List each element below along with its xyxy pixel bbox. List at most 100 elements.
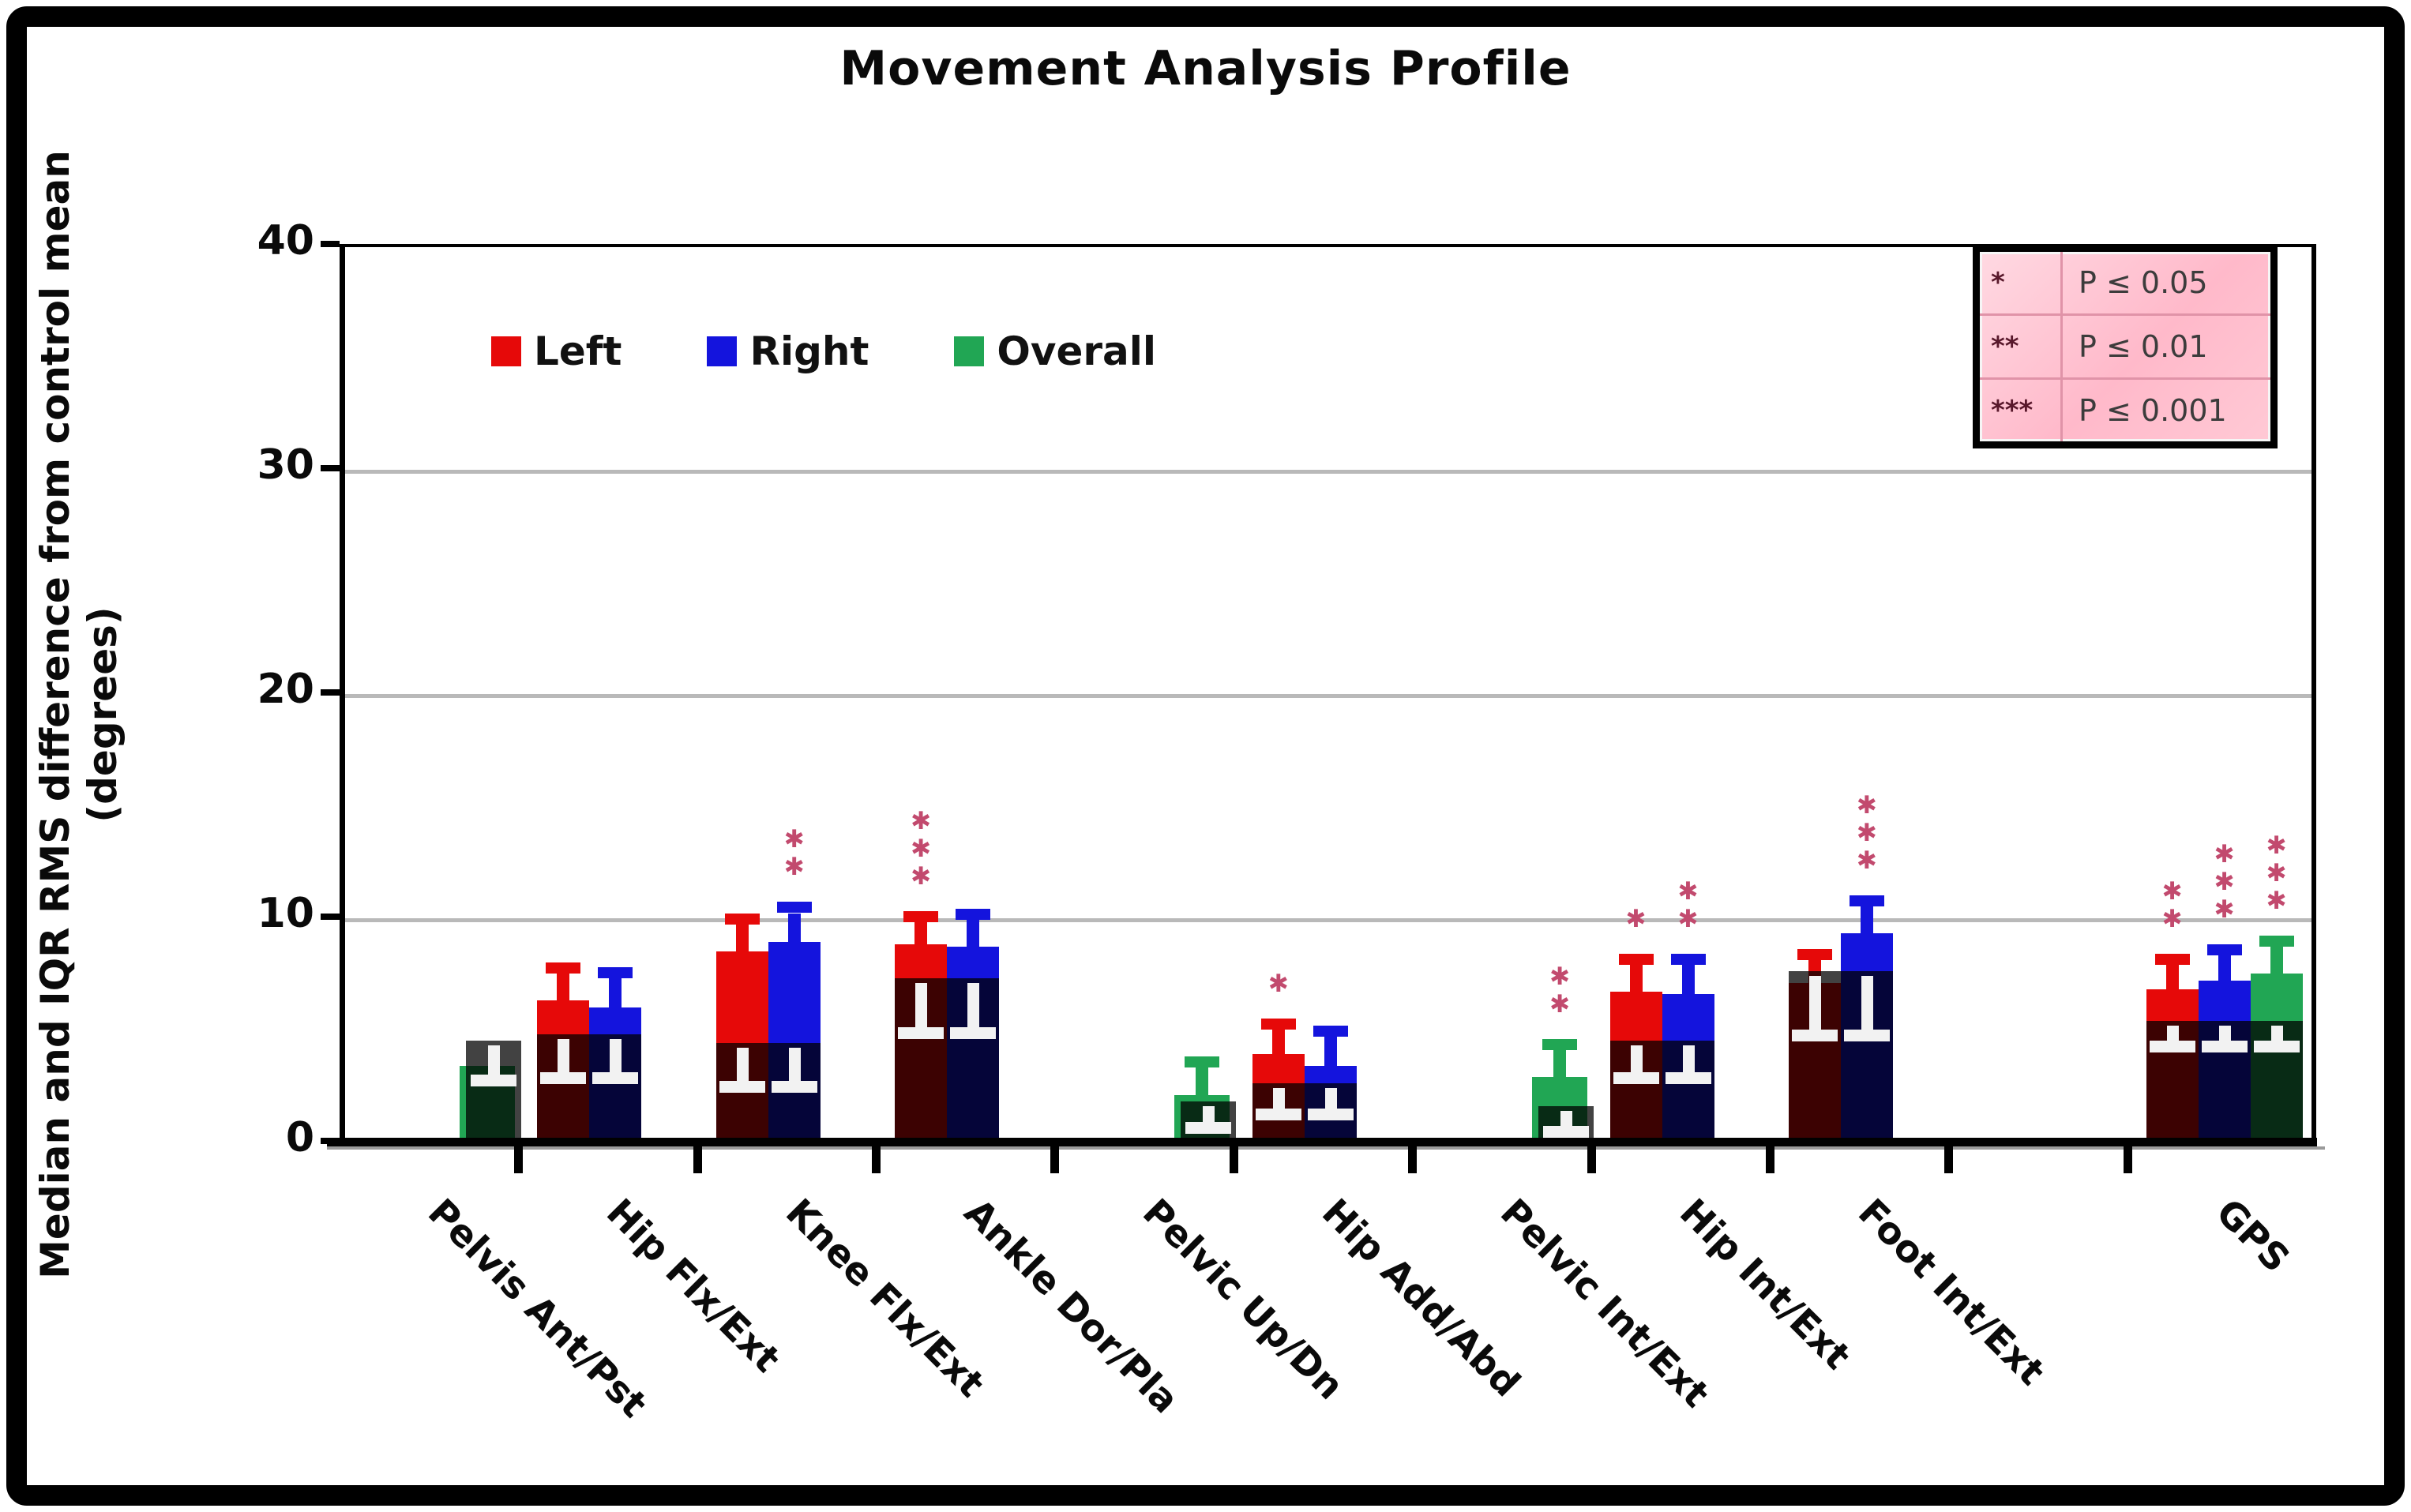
significance-stars: ✱: [1267, 970, 1289, 999]
x-boundary-tick: [693, 1146, 702, 1173]
sig-table-row: * P ≤ 0.05: [1980, 252, 2270, 316]
significance-star: ✱: [1267, 970, 1289, 999]
upper-iqr-whisker-stem: [735, 924, 749, 951]
upper-iqr-whisker-stem: [1681, 964, 1695, 994]
y-tick-mark: [321, 914, 340, 920]
significance-stars: ✱ ✱: [1549, 962, 1571, 1016]
x-boundary-tick: [514, 1146, 524, 1173]
legend-item: Right: [707, 328, 869, 374]
control-lower-iqr-whisker-cap: [719, 1081, 765, 1094]
sig-table-label: P ≤ 0.001: [2079, 393, 2227, 428]
legend-item: Left: [491, 328, 622, 374]
significance-star: ✱: [2266, 831, 2287, 861]
control-lower-iqr-whisker-cap: [1307, 1108, 1354, 1120]
control-lower-iqr-whisker-stem: [788, 1048, 801, 1082]
upper-iqr-whisker-stem: [1324, 1036, 1337, 1066]
significance-stars: ✱ ✱: [1678, 879, 1699, 931]
y-tick-label: 30: [257, 441, 314, 489]
control-lower-iqr-whisker-cap: [540, 1072, 587, 1085]
control-lower-iqr-whisker-stem: [1630, 1045, 1643, 1073]
control-lower-iqr-whisker-stem: [1560, 1110, 1573, 1127]
control-lower-iqr-whisker-cap: [1843, 1030, 1890, 1042]
x-boundary-tick: [1587, 1146, 1596, 1173]
significance-stars: ✱ ✱ ✱: [911, 806, 932, 891]
control-lower-iqr-whisker-cap: [1613, 1072, 1659, 1085]
sig-table-row: *** P ≤ 0.001: [1980, 380, 2270, 441]
y-tick-mark: [321, 689, 340, 696]
upper-iqr-whisker-cap: [1849, 895, 1884, 906]
legend-label: Left: [534, 328, 622, 374]
plot-area: ✱ ✱ ✱ ✱ ✱ ✱ ✱ ✱ ✱ ✱ ✱ ✱ ✱ ✱ ✱ ✱ ✱ ✱ ✱ ✱ ✱ ✱: [340, 244, 2316, 1144]
control-lower-iqr-whisker-stem: [1324, 1088, 1337, 1109]
control-overlay-bar: [1788, 971, 1893, 1144]
upper-iqr-whisker-cap: [546, 962, 581, 974]
upper-iqr-whisker-cap: [1618, 953, 1654, 965]
control-overlay-bar: [537, 1034, 642, 1144]
control-lower-iqr-whisker-stem: [610, 1038, 622, 1073]
upper-iqr-whisker-cap: [598, 966, 633, 978]
significance-star: ✱: [1856, 846, 1877, 875]
control-lower-iqr-whisker-cap: [1543, 1126, 1590, 1139]
significance-star: ✱: [1856, 818, 1877, 847]
chart-title: Movement Analysis Profile: [839, 41, 1572, 96]
control-overlay-bar: [715, 1043, 821, 1144]
significance-stars: ✱ ✱ ✱: [2266, 831, 2287, 916]
significance-star: ✱: [911, 861, 932, 891]
control-lower-iqr-whisker-cap: [1255, 1108, 1301, 1120]
upper-iqr-whisker-stem: [787, 913, 801, 943]
upper-iqr-whisker-stem: [1629, 964, 1643, 992]
significance-stars: ✱ ✱: [2162, 879, 2183, 931]
significance-stars: ✱ ✱: [783, 827, 805, 882]
sig-table-stars: **: [1980, 316, 2063, 377]
sig-table-row: ** P ≤ 0.01: [1980, 316, 2270, 380]
control-lower-iqr-whisker-cap: [2149, 1041, 2195, 1053]
upper-iqr-whisker-cap: [1185, 1056, 1220, 1068]
control-lower-iqr-whisker-cap: [1791, 1030, 1838, 1042]
significance-star: ✱: [2266, 887, 2287, 916]
control-lower-iqr-whisker-stem: [558, 1038, 570, 1073]
control-lower-iqr-whisker-stem: [736, 1048, 749, 1082]
x-boundary-tick: [1408, 1146, 1418, 1173]
significance-star: ✱: [911, 806, 932, 835]
upper-iqr-whisker-stem: [1271, 1030, 1285, 1055]
control-lower-iqr-whisker-cap: [2201, 1041, 2248, 1053]
x-boundary-tick: [1229, 1146, 1238, 1173]
control-lower-iqr-whisker-stem: [1272, 1088, 1285, 1109]
control-lower-iqr-whisker-stem: [2218, 1025, 2231, 1041]
significance-star: ✱: [2214, 868, 2235, 897]
x-boundary-tick: [1050, 1146, 1060, 1173]
upper-iqr-whisker-stem: [914, 921, 928, 945]
upper-iqr-whisker-cap: [1542, 1038, 1578, 1050]
y-tick-mark: [321, 241, 340, 247]
upper-iqr-whisker-stem: [2270, 947, 2283, 974]
control-lower-iqr-whisker-cap: [471, 1074, 516, 1086]
upper-iqr-whisker-stem: [1196, 1067, 1209, 1095]
significance-stars: ✱ ✱ ✱: [2214, 840, 2235, 922]
upper-iqr-whisker-cap: [1260, 1019, 1296, 1030]
significance-star: ✱: [1549, 962, 1571, 991]
y-axis-title-line2: (degrees): [80, 606, 126, 823]
upper-iqr-whisker-cap: [1797, 949, 1832, 961]
significance-star: ✱: [2214, 840, 2235, 869]
y-tick-label: 40: [257, 217, 314, 265]
control-lower-iqr-whisker-stem: [1203, 1106, 1215, 1122]
y-tick-label: 0: [285, 1114, 314, 1161]
upper-iqr-whisker-stem: [1553, 1049, 1567, 1077]
legend-swatch: [954, 336, 985, 366]
legend-item: Overall: [954, 328, 1156, 374]
upper-iqr-whisker-cap: [2259, 936, 2294, 947]
control-lower-iqr-whisker-cap: [2253, 1041, 2300, 1053]
control-lower-iqr-whisker-stem: [488, 1045, 500, 1075]
control-lower-iqr-whisker-stem: [2166, 1025, 2179, 1041]
upper-iqr-whisker-cap: [903, 910, 939, 922]
legend-label: Overall: [997, 328, 1157, 374]
legend-swatch: [707, 336, 738, 366]
upper-iqr-whisker-stem: [609, 977, 622, 1007]
y-axis-title: Median and IQR RMS difference from contr…: [32, 150, 126, 1279]
significance-star: ✱: [783, 853, 805, 882]
sig-table-stars: ***: [1980, 380, 2063, 441]
y-tick-mark: [321, 465, 340, 471]
x-axis-shadow: [327, 1146, 2325, 1150]
significance-star: ✱: [1856, 790, 1877, 820]
x-boundary-tick: [2123, 1146, 2132, 1173]
